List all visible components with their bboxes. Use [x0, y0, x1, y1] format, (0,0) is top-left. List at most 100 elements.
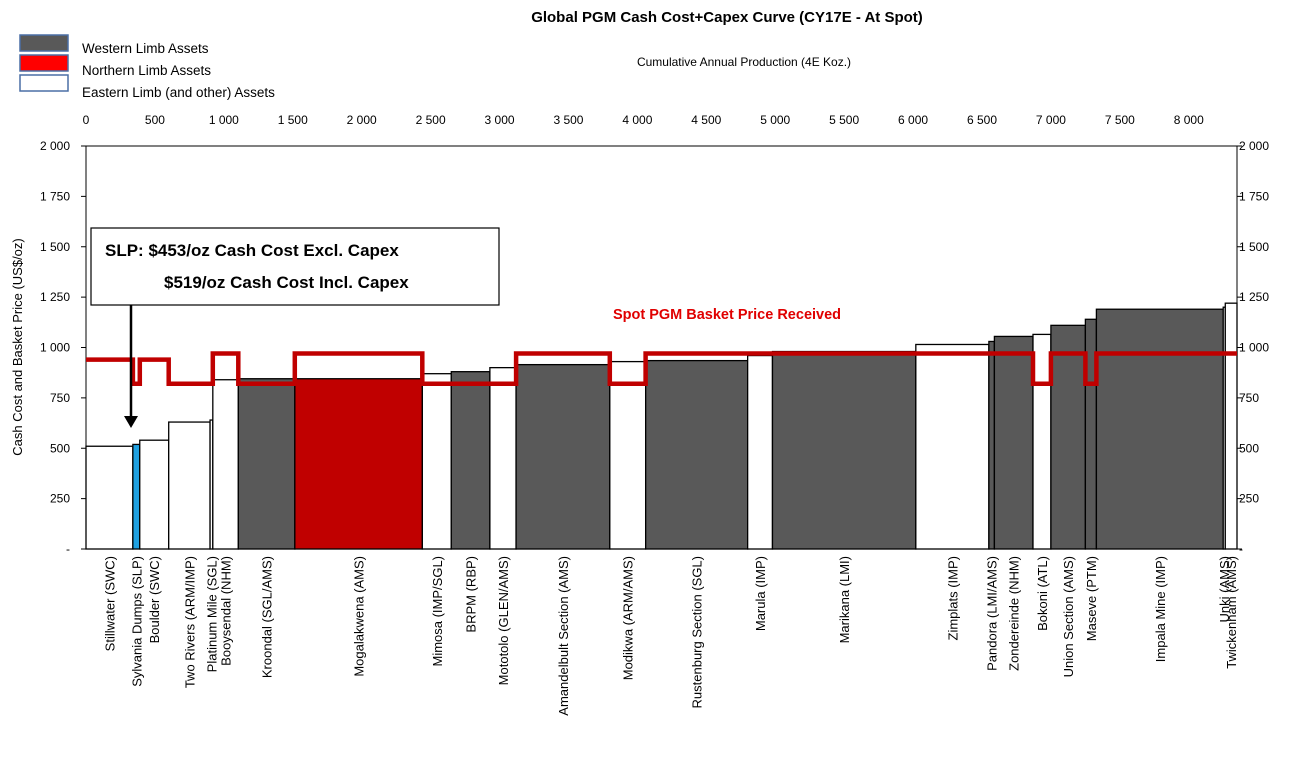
legend-label-eastern: Eastern Limb (and other) Assets — [82, 85, 275, 100]
asset-label: Kroondal (SGL/AMS) — [260, 556, 275, 678]
y-tick-label-right: 1 750 — [1239, 189, 1269, 203]
asset-labels: Stillwater (SWC) Sylvania Dumps (SLP) Boul… — [102, 556, 1239, 716]
cost-bar — [988, 340, 996, 550]
legend-swatch-eastern — [19, 74, 69, 92]
y-tick-label-left: 1 500 — [40, 240, 70, 254]
asset-label: Booysendal (NHM) — [219, 556, 234, 666]
x-tick-label: 5 000 — [760, 113, 790, 127]
y-tick-label-left: 1 000 — [40, 341, 70, 355]
asset-label: Unki (AMS) — [1217, 556, 1232, 622]
cost-bar — [747, 354, 774, 550]
y-tick-label-right: 2 000 — [1239, 139, 1269, 153]
x-tick-label: 2 500 — [416, 113, 446, 127]
x-tick-label: 6 000 — [898, 113, 928, 127]
cost-bar — [237, 378, 296, 550]
asset-label: Two Rivers (ARM/IMP) — [182, 556, 197, 688]
asset-label: Mimosa (IMP/SGL) — [430, 556, 445, 667]
asset-label: Twickenham (AMS) — [1224, 556, 1239, 669]
cost-bar — [132, 443, 141, 550]
cost-bar — [421, 373, 452, 550]
cost-bar — [294, 378, 423, 550]
x-tick-label: 2 000 — [347, 113, 377, 127]
legend: Western Limb Assets Northern Limb Assets… — [19, 34, 275, 100]
slp-callout: SLP: $453/oz Cash Cost Excl. Capex $519/… — [90, 227, 500, 428]
y-tick-label-right: 500 — [1239, 441, 1259, 455]
asset-label: Stillwater (SWC) — [102, 556, 117, 651]
cost-bar — [212, 379, 239, 550]
cost-bar — [489, 366, 517, 550]
cost-bar — [1095, 308, 1224, 550]
x-axis-title: Cumulative Annual Production (4E Koz.) — [637, 55, 851, 69]
y-tick-label-right: 1 250 — [1239, 290, 1269, 304]
cost-bar — [915, 343, 990, 550]
x-tick-label: 1 000 — [209, 113, 239, 127]
x-tick-label: 500 — [145, 113, 165, 127]
callout-line-2: $519/oz Cash Cost Incl. Capex — [164, 273, 409, 292]
y-tick-label-left: 250 — [50, 492, 70, 506]
y-tick-label-left: 2 000 — [40, 139, 70, 153]
asset-label: Marikana (LMI) — [837, 556, 852, 643]
asset-label: Bokoni (ATL) — [1035, 556, 1050, 631]
asset-label: Zondereinde (NHM) — [1007, 556, 1022, 671]
x-tick-label: 8 000 — [1174, 113, 1204, 127]
x-tick-label: 7 000 — [1036, 113, 1066, 127]
cost-bar — [1032, 333, 1052, 550]
y-tick-label-left: 750 — [50, 391, 70, 405]
cost-bar — [1224, 302, 1238, 550]
callout-line-1: SLP: $453/oz Cash Cost Excl. Capex — [105, 241, 399, 260]
asset-label: Mototolo (GLEN/AMS) — [496, 556, 511, 685]
x-tick-label: 4 500 — [691, 113, 721, 127]
x-tick-label: 0 — [83, 113, 90, 127]
asset-label: Boulder (SWC) — [147, 556, 162, 643]
legend-label-western: Western Limb Assets — [82, 41, 209, 56]
cost-bar — [139, 439, 170, 550]
y-tick-label-right: - — [1239, 542, 1243, 556]
callout-box — [90, 227, 500, 306]
x-tick-label: 1 500 — [278, 113, 308, 127]
y-tick-label-right: 1 500 — [1239, 240, 1269, 254]
asset-label: Rustenburg Section (SGL) — [690, 556, 705, 708]
spot-price-series — [86, 351, 1237, 387]
asset-label: Modikwa (ARM/AMS) — [621, 556, 636, 680]
x-tick-label: 3 500 — [553, 113, 583, 127]
axes: - - 250 250 500 500 750 750 1 000 1 000 1 250 1 250… — [40, 113, 1269, 556]
x-tick-label: 7 500 — [1105, 113, 1135, 127]
spot-price-label: Spot PGM Basket Price Received — [613, 307, 841, 323]
y-tick-label-right: 250 — [1239, 492, 1259, 506]
y-tick-label-left: 1 250 — [40, 290, 70, 304]
asset-label: BRPM (RBP) — [464, 556, 479, 633]
asset-label: Amandelbult Section (AMS) — [556, 556, 571, 716]
cost-bar — [609, 360, 647, 550]
callout-arrow-head — [124, 416, 138, 428]
asset-label: Marula (IMP) — [753, 556, 768, 631]
legend-label-northern: Northern Limb Assets — [82, 63, 211, 78]
cost-bar — [771, 350, 917, 550]
x-tick-label: 3 000 — [485, 113, 515, 127]
asset-label: Sylvania Dumps (SLP) — [129, 556, 144, 687]
asset-label: Platinum Mile (SGL) — [204, 556, 219, 672]
asset-label: Pandora (LMI/AMS) — [985, 556, 1000, 671]
legend-swatch-northern — [19, 54, 69, 72]
asset-label: Maseve (PTM) — [1084, 556, 1099, 641]
y-tick-label-right: 1 000 — [1239, 341, 1269, 355]
cost-bar — [168, 421, 211, 550]
x-tick-label: 6 500 — [967, 113, 997, 127]
chart-title: Global PGM Cash Cost+Capex Curve (CY17E … — [531, 9, 923, 26]
cost-bars — [85, 302, 1238, 550]
cost-bar — [450, 371, 491, 550]
y-tick-label-left: 500 — [50, 441, 70, 455]
cost-bar — [644, 359, 749, 550]
asset-label: Mogalakwena (AMS) — [352, 556, 367, 677]
y-axis-title: Cash Cost and Basket Price (US$/oz) — [10, 238, 25, 455]
cost-bar — [1050, 324, 1087, 550]
asset-label: Union Section (AMS) — [1061, 556, 1076, 677]
asset-label: Zimplats (IMP) — [945, 556, 960, 641]
cost-bar — [515, 363, 611, 550]
y-tick-label-left: - — [66, 542, 70, 556]
y-tick-label-left: 1 750 — [40, 189, 70, 203]
y-tick-label-right: 750 — [1239, 391, 1259, 405]
cost-bar — [85, 445, 134, 550]
x-tick-label: 4 000 — [622, 113, 652, 127]
cost-bar — [993, 335, 1034, 550]
